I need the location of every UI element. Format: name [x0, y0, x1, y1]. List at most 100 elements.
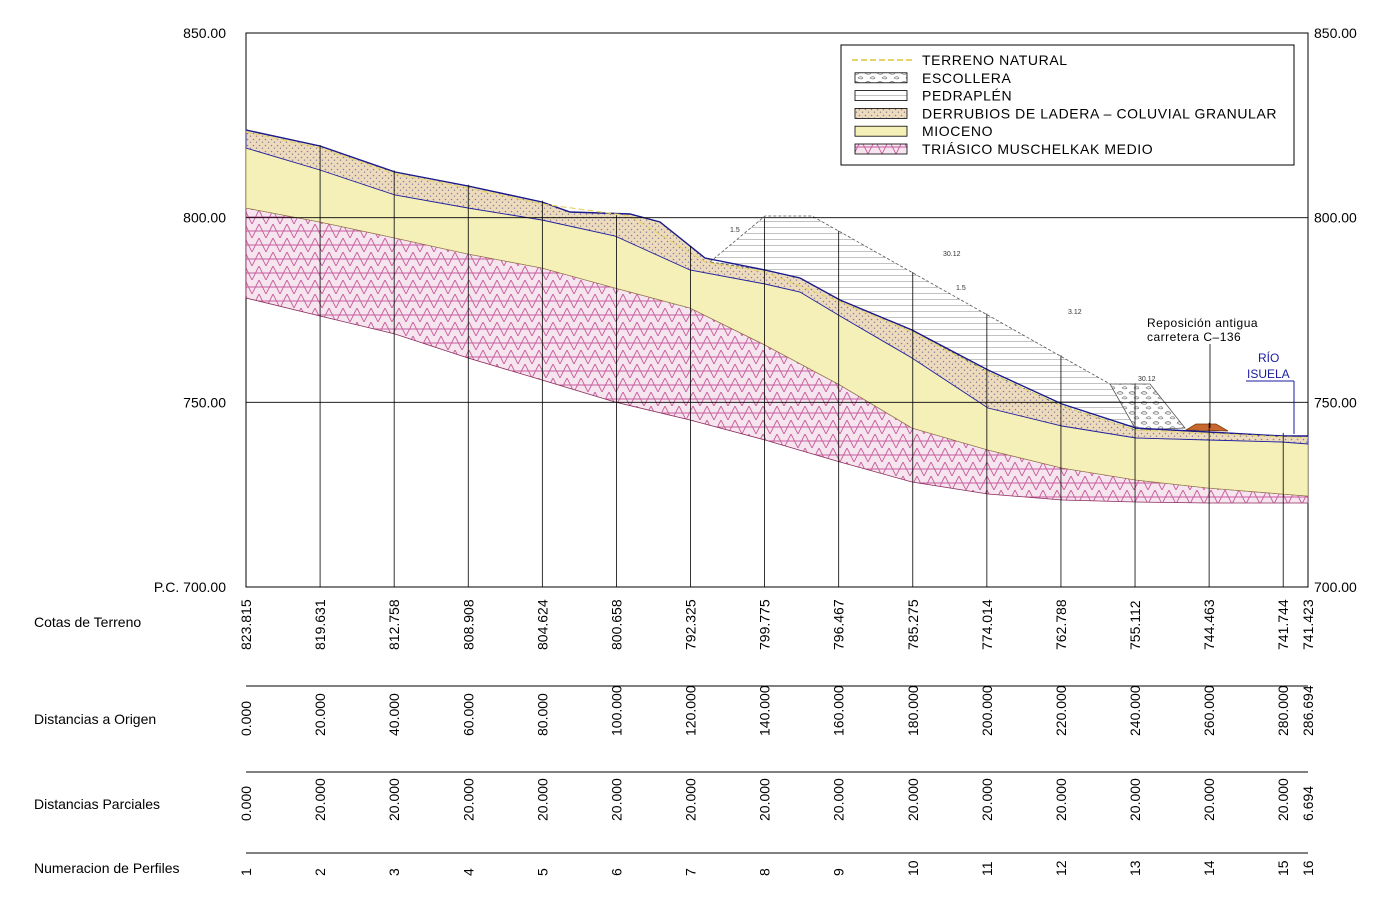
river-line1: RÍO [1258, 350, 1279, 365]
parcial-value: 20.000 [386, 778, 402, 821]
origen-value: 160.000 [831, 685, 847, 736]
parcial-value: 0.000 [238, 786, 254, 821]
road-note: Reposición antigua carretera C–136 [1147, 316, 1258, 428]
legend-label-terreno: TERRENO NATURAL [922, 52, 1068, 68]
legend-swatch-escollera [854, 72, 908, 84]
origen-value: 286.694 [1300, 685, 1316, 736]
terreno-natural-line [245, 131, 1309, 439]
cota-value: 741.423 [1300, 599, 1316, 650]
perfil-value: 3 [386, 868, 402, 876]
axis-left-label: 850.00 [183, 25, 226, 41]
origen-label: Distancias a Origen [34, 711, 157, 727]
cota-value: 796.467 [831, 599, 847, 650]
legend-swatch-mioceno [854, 125, 908, 137]
origen-value: 20.000 [312, 693, 328, 736]
origen-value: 260.000 [1201, 685, 1217, 736]
perfiles-label: Numeracion de Perfiles [34, 860, 180, 876]
legend-label-triasico: TRIÁSICO MUSCHELKAK MEDIO [922, 141, 1153, 157]
table-dividers [246, 685, 1308, 854]
legend-swatch-triasico [854, 143, 908, 155]
axis-left-label: 800.00 [183, 210, 226, 226]
river-label: RÍO ISUELA [1246, 350, 1295, 434]
road-c136 [1184, 423, 1229, 432]
cotas-label: Cotas de Terreno [34, 614, 142, 630]
perfiles-row: 1 2 3 4 5 6 7 8 9 10 11 12 13 14 15 16 [238, 860, 1316, 876]
station-lines [319, 145, 1284, 587]
parcial-value: 20.000 [1053, 778, 1069, 821]
cota-value: 755.112 [1127, 600, 1143, 650]
parcial-value: 20.000 [608, 778, 624, 821]
origen-value: 220.000 [1053, 685, 1069, 736]
cota-value: 804.624 [534, 599, 550, 650]
origen-value: 140.000 [757, 685, 773, 736]
parciales-label: Distancias Parciales [34, 796, 161, 812]
parcial-value: 20.000 [1127, 778, 1143, 821]
axis-right-label: 750.00 [1314, 394, 1357, 410]
cota-value: 812.758 [386, 599, 402, 650]
perfil-value: 12 [1053, 860, 1069, 876]
elevation-axis-left: 850.00 800.00 750.00 P.C. 700.00 [154, 25, 226, 595]
origen-value: 60.000 [460, 693, 476, 736]
legend-swatch-pedraplen [854, 90, 908, 101]
cota-value: 792.325 [683, 599, 699, 650]
perfil-value: 6 [608, 868, 624, 876]
origen-value: 240.000 [1127, 685, 1143, 736]
perfil-value: 9 [831, 868, 847, 876]
origen-value: 40.000 [386, 693, 402, 736]
cota-value: 744.463 [1201, 599, 1217, 650]
svg-text:3.12: 3.12 [1068, 309, 1082, 316]
axis-right-label: 850.00 [1314, 25, 1357, 41]
legend-swatch-derrubios [854, 108, 908, 119]
road-note-line1: Reposición antigua [1147, 316, 1258, 330]
perfil-value: 16 [1300, 860, 1316, 876]
cota-value: 774.014 [979, 599, 995, 650]
legend: TERRENO NATURAL ESCOLLERA PEDRAPLÉNDERRUBI… [840, 44, 1295, 166]
parcial-value: 20.000 [1275, 778, 1291, 821]
legend-label-escollera: ESCOLLERA [922, 70, 1011, 86]
origen-value: 200.000 [979, 685, 995, 736]
cota-value: 800.658 [608, 599, 624, 650]
cota-value: 808.908 [460, 599, 476, 650]
perfil-value: 10 [905, 860, 921, 876]
origen-value: 0.000 [238, 701, 254, 736]
cota-value: 799.775 [757, 599, 773, 650]
road-note-line2: carretera C–136 [1147, 330, 1241, 344]
origen-row: 0.000 20.000 40.000 60.000 80.000 100.000 120.… [238, 685, 1316, 736]
legend-label-mioceno: MIOCENO [922, 123, 993, 139]
parcial-value: 20.000 [534, 778, 550, 821]
axis-right-label: 700.00 [1314, 579, 1357, 595]
parcial-value: 20.000 [1201, 778, 1217, 821]
cota-value: 819.631 [312, 599, 328, 650]
svg-text:1.5: 1.5 [730, 227, 740, 234]
origen-value: 120.000 [683, 685, 699, 736]
perfil-value: 8 [757, 868, 773, 876]
cota-value: 741.744 [1275, 599, 1291, 650]
parcial-value: 20.000 [460, 778, 476, 821]
legend-label-pedraplen: PEDRAPLÉN [922, 88, 1012, 104]
perfil-value: 5 [534, 868, 550, 876]
svg-text:30.12: 30.12 [943, 251, 961, 258]
perfil-value: 2 [312, 868, 328, 876]
perfil-value: 7 [683, 868, 699, 876]
perfil-value: 15 [1275, 860, 1291, 876]
river-line2: ISUELA [1247, 367, 1290, 381]
cota-value: 785.275 [905, 599, 921, 650]
perfil-value: 4 [460, 868, 476, 876]
parcial-value: 20.000 [312, 778, 328, 821]
perfil-value: 1 [238, 868, 254, 876]
axis-left-label: P.C. 700.00 [154, 579, 226, 595]
cota-value: 823.815 [238, 599, 254, 650]
origen-value: 100.000 [608, 685, 624, 736]
parcial-value: 20.000 [905, 778, 921, 821]
parcial-value: 20.000 [831, 778, 847, 821]
parcial-value: 20.000 [979, 778, 995, 821]
parcial-value: 20.000 [757, 778, 773, 821]
elevation-axis-right: 850.00 800.00 750.00 700.00 [1314, 25, 1357, 595]
perfil-value: 14 [1201, 860, 1217, 876]
perfil-value: 11 [979, 861, 995, 876]
axis-right-label: 800.00 [1314, 210, 1357, 226]
origen-value: 80.000 [534, 693, 550, 736]
parcial-value: 6.694 [1300, 786, 1316, 821]
cotas-row: 823.815 819.631 812.758 808.908 804.624 800.6… [238, 599, 1316, 650]
